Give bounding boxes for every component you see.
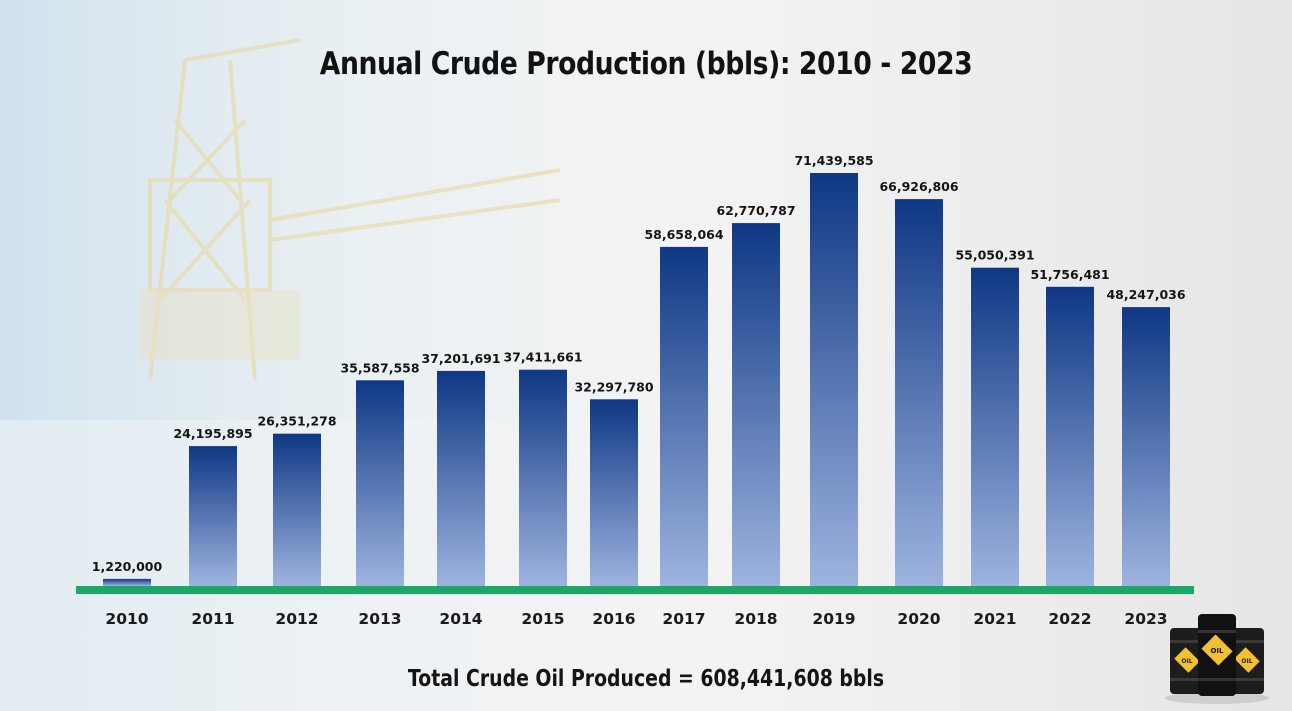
x-tick-label-2014: 2014 xyxy=(439,610,482,628)
bar-value-label-2021: 55,050,391 xyxy=(955,248,1034,263)
bar-value-label-2020: 66,926,806 xyxy=(879,179,958,194)
x-tick-label-2019: 2019 xyxy=(812,610,855,628)
x-tick-label-2011: 2011 xyxy=(191,610,234,628)
bar-value-label-2023: 48,247,036 xyxy=(1106,287,1185,302)
bar-2013 xyxy=(356,380,404,586)
bar-2020 xyxy=(895,199,943,586)
oil-barrel-right: OIL xyxy=(1230,628,1264,694)
bar-value-label-2018: 62,770,787 xyxy=(716,203,795,218)
bar-value-label-2017: 58,658,064 xyxy=(644,227,723,242)
barrel-label-left: OIL xyxy=(1181,658,1192,665)
bar-value-label-2013: 35,587,558 xyxy=(340,360,419,375)
oil-barrel-left: OIL xyxy=(1170,628,1204,694)
bar-value-label-2019: 71,439,585 xyxy=(794,153,873,168)
bar-2014 xyxy=(437,370,485,586)
bar-2017 xyxy=(660,246,708,586)
bar-value-label-2016: 32,297,780 xyxy=(574,379,653,394)
chart-baseline xyxy=(76,586,1194,594)
bar-2015 xyxy=(519,369,567,586)
bar-value-label-2014: 37,201,691 xyxy=(421,351,500,366)
bar-2010 xyxy=(103,578,151,586)
x-axis-labels: 2010 2011 2012 2013 2014 2015 2016 2017 2018 2019… xyxy=(105,610,1167,628)
bar-value-label-2012: 26,351,278 xyxy=(257,414,336,429)
chart-title: Annual Crude Production (bbls): 2010 - 2… xyxy=(319,46,973,82)
x-tick-label-2020: 2020 xyxy=(897,610,940,628)
bar-2016 xyxy=(590,399,638,586)
x-tick-label-2017: 2017 xyxy=(662,610,705,628)
x-tick-label-2010: 2010 xyxy=(105,610,148,628)
oil-barrels-icon: OIL OIL OIL xyxy=(1165,614,1269,704)
oil-barrel-center: OIL xyxy=(1198,614,1236,696)
bar-value-label-2015: 37,411,661 xyxy=(503,350,582,365)
bar-value-label-2010: 1,220,000 xyxy=(92,559,163,574)
bar-value-label-2011: 24,195,895 xyxy=(173,426,252,441)
x-tick-label-2013: 2013 xyxy=(358,610,401,628)
x-tick-label-2022: 2022 xyxy=(1048,610,1091,628)
total-production-text: Total Crude Oil Produced = 608,441,608 b… xyxy=(407,666,885,692)
bar-2023 xyxy=(1122,307,1170,586)
bar-value-label-2022: 51,756,481 xyxy=(1030,267,1109,282)
bar-2021 xyxy=(971,267,1019,586)
x-tick-label-2012: 2012 xyxy=(275,610,318,628)
x-tick-label-2015: 2015 xyxy=(521,610,564,628)
barrel-label-center: OIL xyxy=(1210,647,1224,655)
bar-2011 xyxy=(189,446,237,586)
bar-group: 1,220,00024,195,89526,351,27835,587,5583… xyxy=(92,153,1186,586)
bar-2022 xyxy=(1046,286,1094,586)
bar-2019 xyxy=(810,173,858,586)
barrel-label-right: OIL xyxy=(1241,658,1252,665)
x-tick-label-2023: 2023 xyxy=(1124,610,1167,628)
x-tick-label-2018: 2018 xyxy=(734,610,777,628)
x-tick-label-2021: 2021 xyxy=(973,610,1016,628)
bar-2012 xyxy=(273,433,321,586)
bar-2018 xyxy=(732,223,780,586)
x-tick-label-2016: 2016 xyxy=(592,610,635,628)
